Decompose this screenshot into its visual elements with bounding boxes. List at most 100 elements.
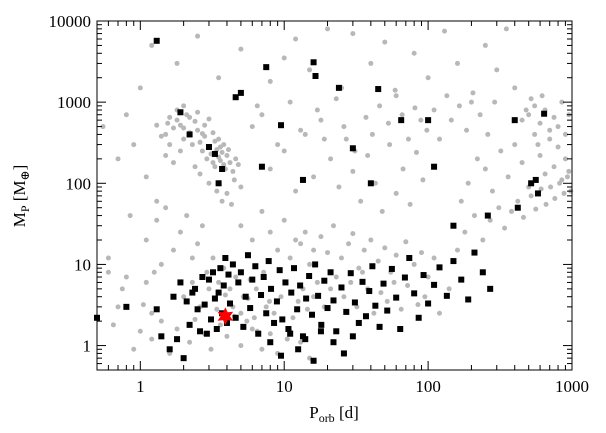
data-point-grey (266, 298, 272, 304)
data-point-grey (328, 286, 334, 292)
data-point-black (237, 269, 244, 276)
data-point-grey (199, 148, 205, 154)
data-point-grey (505, 174, 511, 180)
data-point-grey (287, 99, 293, 105)
data-point-black (355, 319, 362, 326)
data-point-black (443, 292, 450, 299)
data-point-black (285, 326, 292, 333)
data-point-grey (399, 112, 405, 118)
data-point-black (252, 263, 259, 270)
data-point-grey (195, 33, 201, 39)
data-point-grey (225, 147, 231, 153)
data-point-grey (333, 274, 339, 280)
data-point-grey (197, 171, 203, 177)
data-point-grey (100, 124, 106, 130)
data-point-grey (496, 205, 502, 211)
data-point-grey (167, 142, 173, 148)
data-point-black (260, 273, 267, 280)
data-point-black (411, 290, 418, 297)
data-point-grey (424, 127, 430, 133)
data-point-grey (249, 124, 255, 130)
data-point-grey (235, 162, 241, 168)
data-point-grey (228, 201, 234, 207)
data-point-grey (548, 184, 554, 190)
data-point-grey (523, 107, 529, 113)
data-point-grey (140, 302, 146, 308)
data-point-black (347, 270, 354, 277)
data-point-grey (206, 116, 212, 122)
data-point-grey (149, 336, 155, 342)
data-point-grey (350, 231, 356, 237)
data-point-grey (359, 269, 365, 275)
data-point-black (240, 323, 247, 330)
data-point-black (431, 163, 438, 170)
data-point-black (420, 272, 427, 279)
data-point-black (217, 265, 224, 272)
data-point-grey (566, 168, 572, 174)
data-point-grey (311, 247, 317, 253)
data-point-grey (230, 168, 236, 174)
data-point-black (170, 293, 177, 300)
data-point-black (203, 330, 210, 337)
data-point-black (226, 300, 233, 307)
data-point-grey (330, 223, 336, 229)
x-tick-label: 100 (415, 377, 441, 396)
data-point-grey (170, 247, 176, 253)
x-tick-label: 1 (136, 377, 145, 396)
data-point-black (484, 212, 491, 219)
data-point-grey (204, 269, 210, 275)
data-point-black (541, 110, 548, 117)
data-point-grey (555, 144, 561, 150)
data-point-black (186, 321, 193, 328)
data-point-grey (346, 241, 352, 247)
data-point-grey (249, 237, 255, 243)
data-point-grey (368, 60, 374, 66)
data-point-grey (284, 336, 290, 342)
data-point-grey (149, 310, 155, 316)
data-point-grey (263, 304, 269, 310)
data-point-black (380, 280, 387, 287)
data-point-grey (379, 208, 385, 214)
data-point-grey (512, 142, 518, 148)
data-point-black (315, 292, 322, 299)
data-point-grey (278, 294, 284, 300)
data-point-grey (298, 241, 304, 247)
data-point-grey (293, 188, 299, 194)
data-point-grey (348, 279, 354, 285)
data-point-grey (420, 177, 426, 183)
data-point-grey (238, 223, 244, 229)
data-point-grey (254, 103, 260, 109)
data-point-grey (489, 188, 495, 194)
data-point-grey (298, 339, 304, 345)
data-point-black (312, 261, 319, 268)
data-point-grey (538, 186, 544, 192)
y-tick-label: 100 (66, 174, 92, 193)
data-point-grey (181, 136, 187, 142)
data-point-black (324, 305, 331, 312)
data-point-grey (318, 117, 324, 123)
data-point-black (397, 326, 404, 333)
data-point-black (219, 165, 226, 172)
data-point-grey (552, 195, 558, 201)
data-point-black (309, 311, 316, 318)
data-point-black (223, 319, 230, 326)
data-point-grey (154, 122, 160, 128)
data-point-grey (470, 90, 476, 96)
data-point-black (450, 258, 457, 265)
data-point-grey (195, 241, 201, 247)
data-point-black (205, 144, 212, 151)
data-point-grey (293, 237, 299, 243)
data-point-grey (290, 315, 296, 321)
data-point-grey (341, 294, 347, 300)
data-point-grey (422, 294, 428, 300)
data-point-black (174, 336, 181, 343)
data-point-black (369, 263, 376, 270)
data-point-black (189, 289, 196, 296)
data-point-black (436, 264, 443, 271)
data-point-black (362, 313, 369, 320)
y-axis-label-unit-subscript: ⊕ (18, 170, 32, 180)
data-point-grey (464, 127, 470, 133)
data-point-grey (307, 67, 313, 73)
data-point-grey (154, 217, 160, 223)
data-point-grey (204, 156, 210, 162)
